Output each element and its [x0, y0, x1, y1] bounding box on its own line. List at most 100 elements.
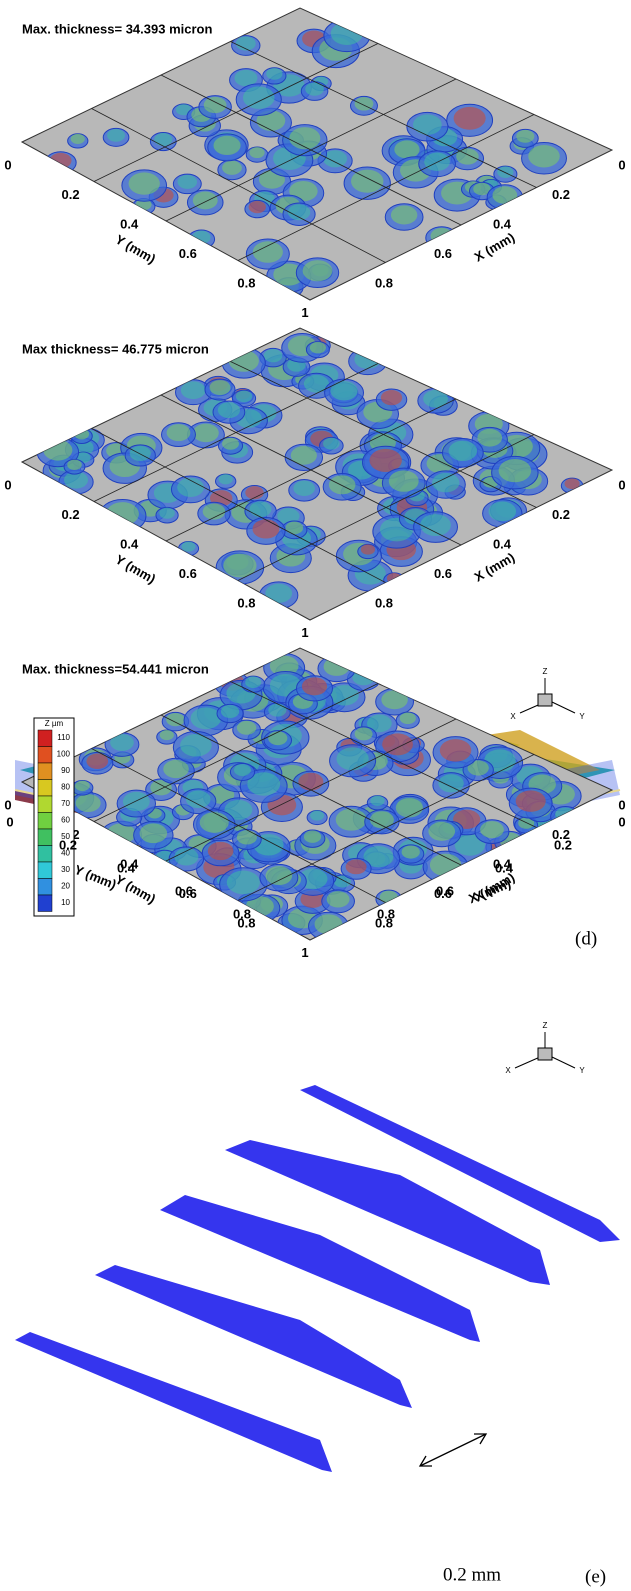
colorbar-swatch	[38, 780, 52, 797]
droplet-core	[382, 733, 413, 755]
droplet-core	[166, 713, 185, 726]
droplet-core	[298, 773, 323, 791]
droplet-core	[245, 676, 261, 688]
colorbar-swatch	[38, 747, 52, 764]
x-tick-label: 0.6	[434, 246, 452, 261]
droplet-core	[516, 790, 546, 811]
droplet-core	[391, 206, 417, 225]
droplet-core	[243, 86, 275, 109]
x-tick-label: 0.2	[552, 187, 570, 202]
droplet-core	[400, 712, 416, 724]
figure: Max. thickness= 34.393 micron00.20.40.60…	[0, 0, 631, 1591]
droplet-core	[222, 161, 242, 175]
droplet-core	[129, 172, 160, 194]
droplet-core	[352, 669, 375, 685]
droplet-core	[389, 470, 419, 491]
droplet-core	[286, 522, 304, 535]
y-tick-label: 0	[4, 157, 11, 172]
x-axis-label: X (mm)	[472, 230, 518, 265]
panel: Max thickness= 46.775 micron00.20.40.60.…	[4, 328, 625, 640]
droplet-core	[71, 134, 85, 144]
y-tick-label: 0.2	[62, 187, 80, 202]
triad-label: Z	[543, 1021, 548, 1030]
droplet-core	[106, 502, 139, 525]
droplet-core	[420, 514, 451, 536]
droplet-core	[516, 130, 534, 143]
triad-label: Y	[579, 1066, 585, 1075]
droplet-core	[236, 391, 252, 403]
y-tick-label: 0	[4, 797, 11, 812]
droplet-core	[354, 350, 381, 369]
droplet-core	[355, 727, 373, 740]
droplet-core	[249, 147, 264, 158]
droplet-core	[208, 842, 234, 860]
droplet-core	[477, 429, 502, 447]
droplet-core	[186, 790, 211, 808]
colorbar-label: 110	[57, 733, 70, 742]
droplet-core	[370, 796, 384, 806]
droplet-core	[181, 381, 206, 399]
droplet-core	[402, 846, 420, 859]
droplet-core	[336, 747, 368, 770]
x-tick-label: 0.6	[436, 883, 454, 898]
droplet-core	[331, 22, 363, 45]
droplet-core	[329, 475, 356, 494]
y-tick-label: 1	[301, 305, 308, 320]
droplet-core	[227, 871, 260, 895]
droplet-core	[193, 424, 219, 443]
droplet-core	[218, 402, 240, 418]
droplet-core	[76, 794, 101, 812]
x-tick-label: 0	[618, 477, 625, 492]
droplet-core	[381, 690, 407, 709]
y-tick-label: 0.6	[175, 883, 193, 898]
triad-label: X	[510, 712, 516, 721]
triad-label: Y	[579, 712, 585, 721]
x-tick-label: 0.8	[375, 275, 393, 290]
droplet-core	[265, 584, 292, 603]
x-tick-label: 0.2	[552, 507, 570, 522]
droplet-core	[167, 424, 191, 441]
colorbar-label: 60	[61, 816, 70, 825]
droplet-core	[160, 730, 174, 740]
droplet-core	[302, 677, 327, 695]
droplet-core	[396, 798, 423, 817]
droplet-core	[214, 136, 241, 155]
droplet-core	[253, 519, 280, 538]
droplet-core	[428, 822, 455, 841]
colorbar-label: 100	[57, 750, 71, 759]
droplet-core	[480, 821, 504, 838]
droplet-core	[293, 481, 315, 496]
panel-label: (e)	[585, 1566, 606, 1587]
droplet-core	[492, 186, 517, 204]
y-tick-label: 0.8	[237, 275, 255, 290]
droplet-core	[454, 107, 486, 130]
droplet-core	[381, 390, 402, 405]
colorbar-swatch	[38, 763, 52, 780]
y-tick-label: 0.2	[59, 837, 77, 852]
colorbar-swatch	[38, 846, 52, 863]
triad-label: Z	[543, 667, 548, 676]
droplet-core	[219, 474, 233, 484]
droplet-core	[268, 731, 287, 745]
colorbar-label: 70	[61, 799, 70, 808]
droplet-core	[209, 380, 230, 395]
y-axis-label: Y (mm)	[113, 232, 158, 267]
axis-triad-e	[515, 1032, 575, 1068]
droplet-core	[237, 721, 256, 735]
colorbar-swatch	[38, 796, 52, 813]
y-tick-label: 0.8	[237, 595, 255, 610]
y-axis-label: Y (mm)	[72, 862, 118, 892]
scale-label: 0.2 mm	[443, 1564, 501, 1585]
y-axis-label: Y (mm)	[113, 872, 158, 907]
y-tick-label: 1	[301, 945, 308, 960]
droplet-core	[200, 812, 229, 833]
droplet-core	[67, 460, 82, 470]
x-tick-label: 0.2	[554, 837, 572, 852]
droplet-core	[323, 438, 340, 450]
droplet-core	[107, 129, 125, 142]
droplet-core	[234, 764, 251, 776]
droplet-core	[130, 446, 151, 461]
y-axis-label: Y (mm)	[113, 552, 158, 587]
droplet-core	[431, 228, 453, 244]
droplet-core	[330, 381, 357, 400]
